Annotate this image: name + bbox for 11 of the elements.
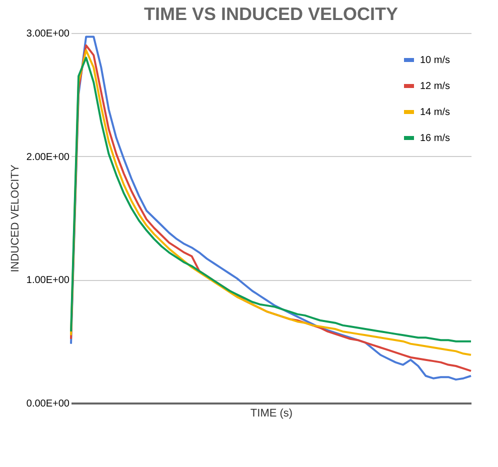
y-tick-label: 3.00E+00	[26, 28, 70, 40]
y-tick-label: 0.00E+00	[26, 398, 70, 410]
y-tick-label: 2.00E+00	[26, 152, 70, 163]
legend-label: 12 m/s	[420, 81, 450, 92]
y-tick-label: 1.00E+00	[26, 275, 70, 286]
legend-label: 10 m/s	[420, 55, 450, 66]
y-axis-title: INDUCED VELOCITY	[9, 164, 22, 272]
chart-title: TIME VS INDUCED VELOCITY	[144, 4, 398, 24]
legend-label: 14 m/s	[420, 107, 450, 118]
legend-label: 16 m/s	[420, 133, 450, 144]
x-axis-title: TIME (s)	[250, 408, 293, 420]
